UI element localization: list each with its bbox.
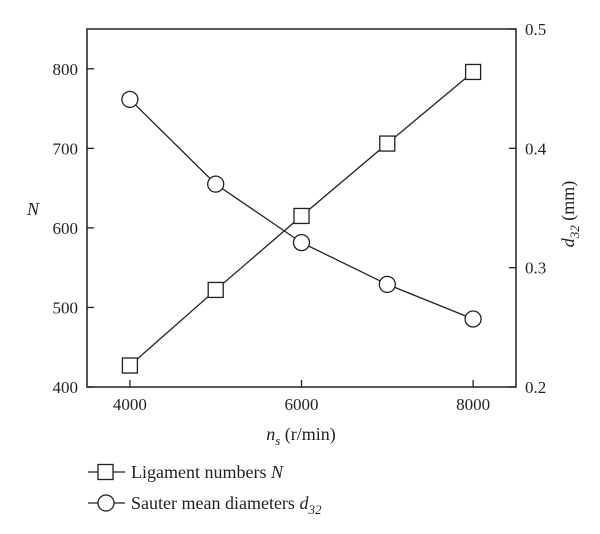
legend-label-ligament-italic: N xyxy=(270,462,284,482)
data-point-square xyxy=(293,207,310,225)
legend-label-sauter-text: Sauter mean diameters xyxy=(131,493,299,513)
legend-label-sauter: Sauter mean diameters d32 xyxy=(131,493,322,517)
data-point-square xyxy=(121,357,139,374)
ticks-layer: 4000 6000 8000 400 500 600 700 800 0.2 0.3 0.4 0.5 xyxy=(53,20,547,414)
data-point-square xyxy=(207,281,224,299)
y-left-tick-label: 400 xyxy=(53,378,79,397)
legend-item-ligament: Ligament numbers N xyxy=(88,462,284,482)
x-axis-label-unit: (r/min) xyxy=(280,424,336,445)
x-axis-label: ns (r/min) xyxy=(266,424,336,448)
x-axis-label-sub: s xyxy=(275,433,280,448)
y-left-tick-label: 600 xyxy=(53,219,79,238)
y-left-tick-label: 800 xyxy=(53,60,79,79)
legend-item-sauter: Sauter mean diameters d32 xyxy=(88,493,322,517)
data-point-square xyxy=(464,63,482,81)
data-point-circle xyxy=(464,310,482,328)
x-tick-label: 8000 xyxy=(456,395,490,414)
legend-marker-square xyxy=(97,463,114,481)
x-tick-label: 6000 xyxy=(285,395,319,414)
y-right-axis-label: d32 (mm) xyxy=(558,181,582,248)
legend-marker-circle xyxy=(97,494,115,512)
data-point-circle xyxy=(378,275,396,294)
y-right-tick-label: 0.2 xyxy=(525,378,546,397)
data-point-circle xyxy=(121,90,139,109)
y-right-tick-label: 0.3 xyxy=(525,259,546,278)
data-point-circle xyxy=(292,233,311,252)
y-left-tick-label: 700 xyxy=(53,139,79,158)
y-right-axis-label-sub: 32 xyxy=(567,225,582,240)
y-right-tick-label: 0.5 xyxy=(525,20,546,39)
y-left-axis-label: N xyxy=(26,199,40,219)
legend-label-ligament-text: Ligament numbers xyxy=(131,462,271,482)
y-right-axis-label-main: d xyxy=(558,237,578,247)
data-point-circle xyxy=(207,175,225,193)
legend-label-sauter-sub: 32 xyxy=(307,502,322,517)
y-right-tick-label: 0.4 xyxy=(525,139,547,158)
x-tick-label: 4000 xyxy=(113,395,147,414)
series-layer xyxy=(121,63,482,374)
y-left-tick-label: 500 xyxy=(53,298,79,317)
y-right-axis-label-unit: (mm) xyxy=(558,181,579,226)
x-axis-label-main: n xyxy=(266,424,275,444)
legend-label-sauter-italic: d xyxy=(299,493,309,513)
legend-label-ligament: Ligament numbers N xyxy=(131,462,284,482)
data-point-square xyxy=(379,135,396,152)
legend: Ligament numbers N Sauter mean diameters… xyxy=(88,462,322,517)
